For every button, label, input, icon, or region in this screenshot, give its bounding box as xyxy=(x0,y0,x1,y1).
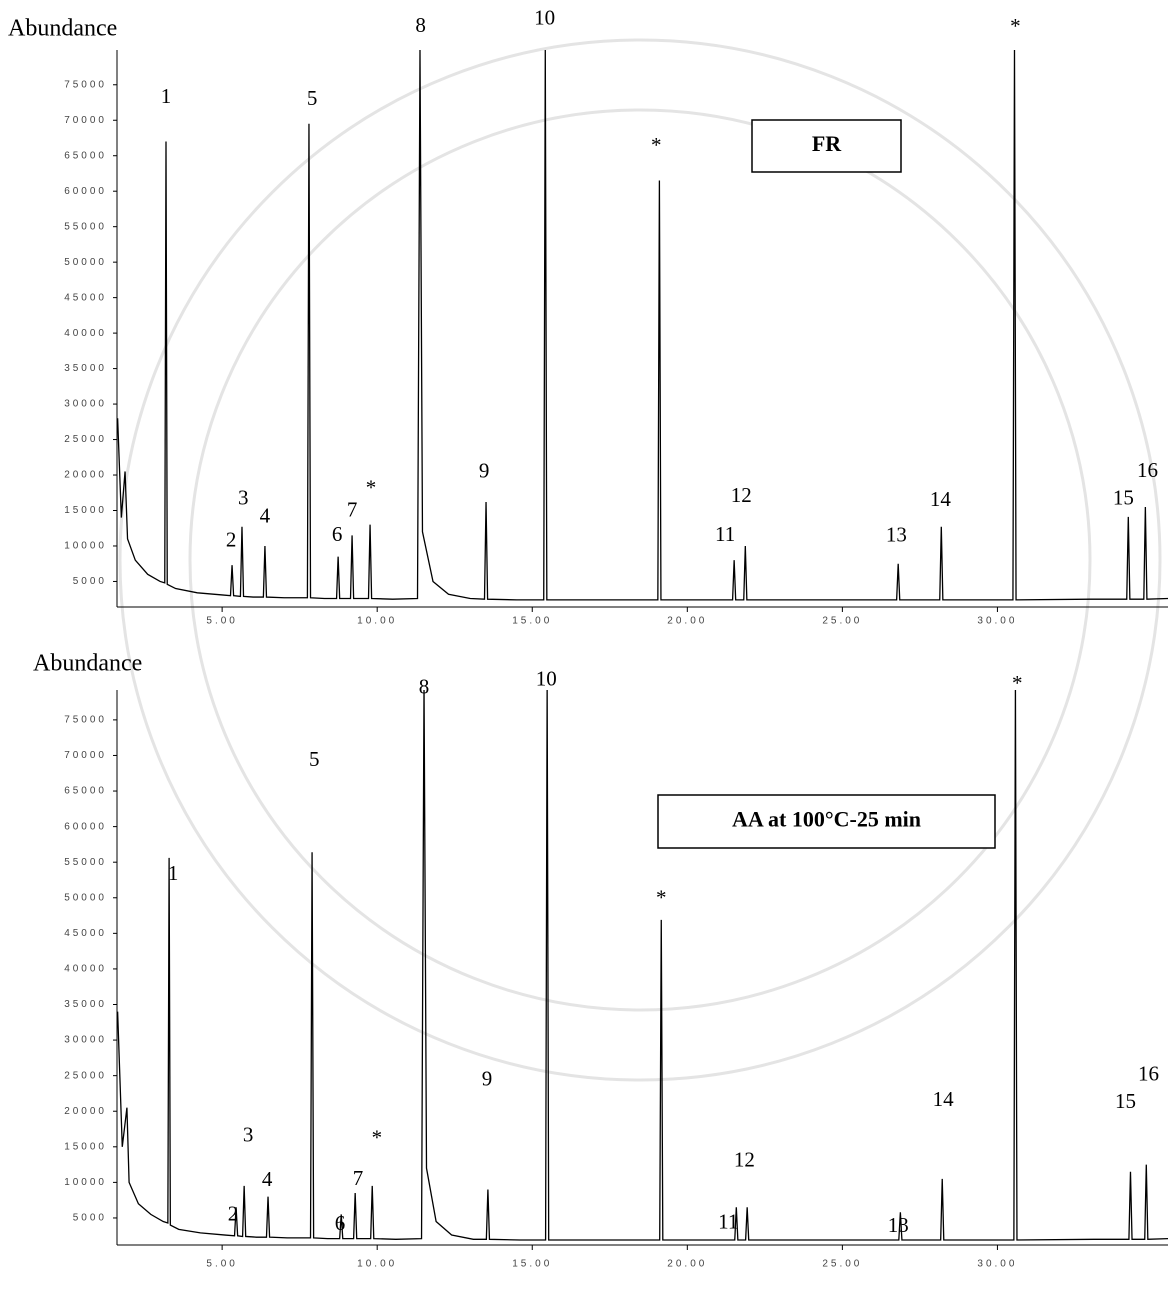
y-tick-label: 60000 xyxy=(64,186,107,197)
peak-label: 13 xyxy=(886,523,907,547)
y-tick-label: 5000 xyxy=(73,1213,107,1224)
y-tick-label: 45000 xyxy=(64,928,107,939)
y-tick-label: 75000 xyxy=(64,715,107,726)
chromatogram-trace xyxy=(118,49,1168,600)
x-tick-label: 20.00 xyxy=(667,1259,707,1270)
peak-label: 7 xyxy=(353,1166,364,1190)
y-tick-label: 30000 xyxy=(64,1035,107,1046)
y-tick-label: 30000 xyxy=(64,399,107,410)
x-tick-label: 15.00 xyxy=(512,1259,552,1270)
peak-label: 14 xyxy=(933,1087,955,1111)
peak-label: 8 xyxy=(415,13,426,37)
peak-label: 3 xyxy=(238,486,249,510)
y-tick-label: 15000 xyxy=(64,505,107,516)
peak-label: 5 xyxy=(309,747,320,771)
y-tick-label: 75000 xyxy=(64,79,107,90)
peak-label: * xyxy=(366,476,377,500)
y-tick-label: 50000 xyxy=(64,892,107,903)
peak-label: 16 xyxy=(1138,1061,1159,1085)
y-tick-label: 5000 xyxy=(73,576,107,587)
peak-label: 4 xyxy=(260,503,271,527)
y-tick-label: 25000 xyxy=(64,434,107,445)
x-tick-label: 25.00 xyxy=(822,1259,862,1270)
y-tick-label: 10000 xyxy=(64,541,107,552)
peak-label: 9 xyxy=(479,459,490,483)
peak-label: * xyxy=(1010,14,1021,38)
y-tick-label: 10000 xyxy=(64,1177,107,1188)
peak-label: 15 xyxy=(1115,1089,1136,1113)
y-tick-label: 25000 xyxy=(64,1070,107,1081)
y-tick-label: 35000 xyxy=(64,999,107,1010)
peak-label: 2 xyxy=(226,528,237,552)
chart: Abundance5000100001500020000250003000035… xyxy=(0,0,1173,1300)
peak-label: 6 xyxy=(332,522,343,546)
peak-label: 2 xyxy=(228,1202,239,1226)
peak-label: * xyxy=(1012,671,1023,695)
y-tick-label: 45000 xyxy=(64,292,107,303)
peak-label: 5 xyxy=(307,86,318,110)
y-tick-label: 40000 xyxy=(64,328,107,339)
peak-label: 10 xyxy=(534,5,555,29)
peak-label: 1 xyxy=(161,84,172,108)
peak-label: 15 xyxy=(1113,486,1134,510)
x-tick-label: 10.00 xyxy=(357,1259,397,1270)
x-tick-label: 10.00 xyxy=(357,616,397,627)
y-tick-label: 55000 xyxy=(64,221,107,232)
peak-label: * xyxy=(656,886,667,910)
y-tick-label: 50000 xyxy=(64,257,107,268)
y-tick-label: 60000 xyxy=(64,821,107,832)
peak-label: 12 xyxy=(734,1148,755,1172)
y-tick-label: 40000 xyxy=(64,964,107,975)
sample-label: AA at 100°C-25 min xyxy=(732,807,921,832)
watermark xyxy=(120,40,1160,1080)
peak-label: 6 xyxy=(335,1211,346,1235)
peak-label: 13 xyxy=(888,1213,909,1237)
peak-label: 10 xyxy=(536,667,557,691)
sample-label: FR xyxy=(812,131,842,156)
peak-label: 11 xyxy=(718,1209,738,1233)
peak-label: 9 xyxy=(482,1066,493,1090)
peak-label: * xyxy=(372,1126,383,1150)
y-tick-label: 70000 xyxy=(64,750,107,761)
y-tick-label: 65000 xyxy=(64,150,107,161)
peak-label: 12 xyxy=(731,483,752,507)
x-tick-label: 5.00 xyxy=(206,616,237,627)
x-tick-label: 20.00 xyxy=(667,616,707,627)
x-tick-label: 25.00 xyxy=(822,616,862,627)
x-tick-label: 30.00 xyxy=(977,1259,1017,1270)
peak-label: 1 xyxy=(168,861,179,885)
peak-label: * xyxy=(651,133,662,157)
peak-label: 16 xyxy=(1137,458,1158,482)
peak-label: 14 xyxy=(930,487,952,511)
y-tick-label: 55000 xyxy=(64,857,107,868)
peak-label: 3 xyxy=(243,1123,254,1147)
peak-label: 8 xyxy=(419,674,430,698)
y-tick-label: 15000 xyxy=(64,1141,107,1152)
y-tick-label: 35000 xyxy=(64,363,107,374)
x-tick-label: 30.00 xyxy=(977,616,1017,627)
y-tick-label: 70000 xyxy=(64,115,107,126)
peak-label: 11 xyxy=(715,522,735,546)
x-tick-label: 15.00 xyxy=(512,616,552,627)
y-axis-label: Abundance xyxy=(33,651,142,677)
y-axis-label: Abundance xyxy=(8,16,117,42)
x-tick-label: 5.00 xyxy=(206,1259,237,1270)
y-tick-label: 65000 xyxy=(64,786,107,797)
y-tick-label: 20000 xyxy=(64,1106,107,1117)
peak-label: 4 xyxy=(262,1167,273,1191)
y-tick-label: 20000 xyxy=(64,470,107,481)
peak-label: 7 xyxy=(347,498,358,522)
chromatogram-trace xyxy=(118,684,1168,1240)
